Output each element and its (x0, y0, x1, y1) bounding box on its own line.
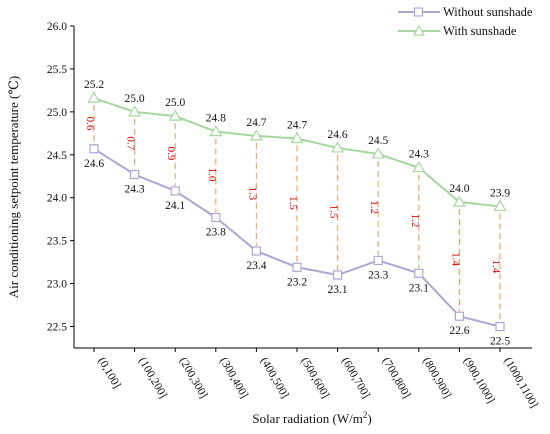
data-point-with-sunshade (87, 91, 101, 103)
x-tick-label: (300,400] (217, 356, 250, 401)
value-label-without-sunshade: 24.1 (165, 200, 185, 212)
x-tick-label: (500,600] (298, 356, 331, 401)
data-point-without-sunshade (89, 144, 99, 154)
y-axis: 22.5 23.0 23.5 24.0 24.5 25.0 25.5 26.0 (47, 21, 74, 334)
data-point-without-sunshade (130, 169, 140, 180)
data-point-without-sunshade (414, 268, 424, 278)
value-label-with-sunshade: 24.8 (206, 113, 226, 125)
difference-label: 1.2 (409, 214, 421, 228)
y-tick-label: 23.0 (47, 279, 67, 291)
value-label-with-sunshade: 24.0 (449, 183, 469, 195)
value-label-without-sunshade: 23.1 (328, 284, 348, 296)
data-point-with-sunshade (209, 124, 223, 137)
value-label-without-sunshade: 23.4 (246, 260, 266, 272)
value-label-without-sunshade: 23.3 (368, 269, 388, 281)
data-point-without-sunshade (170, 186, 180, 196)
y-tick-label: 26.0 (47, 21, 67, 33)
y-tick-label: 24.0 (47, 193, 67, 205)
legend-label-with-sunshade: With sunshade (443, 24, 517, 38)
data-point-with-sunshade (128, 105, 142, 117)
data-point-without-sunshade (211, 212, 221, 223)
data-point-with-sunshade (290, 131, 304, 144)
value-labels: 25.2 25.0 25.0 24.8 24.7 24.7 24.6 24.5 24.3 24.0… (84, 79, 510, 347)
value-label-with-sunshade: 25.2 (84, 79, 104, 91)
difference-label: 1.4 (490, 260, 502, 274)
value-label-with-sunshade: 25.0 (165, 97, 185, 109)
data-point-with-sunshade (249, 129, 263, 141)
difference-label: 1.5 (287, 196, 299, 210)
y-tick-label: 24.5 (47, 150, 67, 162)
x-tick-label: (200,300] (177, 356, 210, 401)
data-point-with-sunshade (331, 141, 345, 153)
x-tick-label: (400,500] (258, 356, 291, 401)
value-label-with-sunshade: 24.6 (328, 129, 348, 141)
difference-label: 1.5 (328, 205, 340, 219)
value-label-without-sunshade: 23.1 (409, 282, 429, 294)
difference-lines: 0.6 0.7 0.9 1.0 1.3 1.5 1.5 1.2 1.2 1.4 1.4 (84, 105, 502, 322)
plot-frame (73, 26, 532, 349)
value-label-without-sunshade: 22.6 (449, 325, 469, 337)
data-point-without-sunshade (454, 311, 464, 321)
difference-label: 0.6 (84, 117, 96, 131)
y-tick-label: 23.5 (47, 236, 67, 248)
value-label-without-sunshade: 24.3 (125, 184, 145, 196)
data-point-with-sunshade (371, 147, 385, 159)
difference-label: 0.7 (125, 136, 137, 150)
difference-label: 0.9 (165, 147, 177, 161)
data-point-with-sunshade (412, 160, 426, 173)
value-label-with-sunshade: 25.0 (125, 93, 145, 105)
difference-label: 1.4 (449, 252, 461, 266)
difference-label: 1.0 (206, 168, 218, 182)
legend-marker-with-sunshade (412, 24, 426, 36)
value-label-with-sunshade: 24.7 (246, 117, 266, 129)
value-label-with-sunshade: 24.5 (368, 135, 388, 147)
y-axis-title: Air conditioning setpoint temperature (℃… (6, 76, 21, 299)
series-group (87, 91, 507, 332)
data-point-with-sunshade (493, 199, 507, 211)
x-tick-label: (900,1000] (461, 356, 497, 406)
legend-marker-without-sunshade (413, 7, 424, 17)
x-tick-label: (1000,1100] (501, 356, 539, 411)
x-axis-title: Solar radiation (W/m2) (252, 410, 371, 426)
x-axis: (0,100] (100,200] (200,300] (300,400] (400,5… (93, 348, 540, 411)
value-label-with-sunshade: 24.3 (409, 149, 429, 161)
difference-label: 1.2 (368, 200, 380, 214)
x-tick-label: (0,100] (95, 356, 122, 391)
data-point-with-sunshade (168, 109, 182, 121)
legend-label-without-sunshade: Without sunshade (443, 5, 533, 19)
data-point-without-sunshade (251, 246, 261, 256)
data-point-without-sunshade (333, 270, 343, 280)
x-tick-label: (700,800] (380, 356, 413, 401)
value-label-without-sunshade: 24.6 (84, 158, 104, 170)
value-label-without-sunshade: 23.8 (206, 226, 226, 238)
data-point-with-sunshade (452, 195, 466, 207)
x-tick-label: (800,900] (420, 356, 453, 401)
x-tick-label: (100,200] (136, 356, 169, 401)
y-tick-label: 25.5 (47, 64, 67, 76)
y-tick-label: 25.0 (47, 107, 67, 119)
value-label-with-sunshade: 24.7 (287, 119, 307, 131)
value-label-without-sunshade: 23.2 (287, 276, 307, 288)
value-label-with-sunshade: 23.9 (490, 187, 510, 199)
value-label-without-sunshade: 22.5 (490, 336, 510, 348)
legend: Without sunshade With sunshade (398, 5, 533, 38)
data-point-without-sunshade (292, 262, 302, 272)
difference-label: 1.3 (246, 187, 258, 201)
y-tick-label: 22.5 (47, 322, 67, 334)
data-point-without-sunshade (373, 255, 383, 266)
data-point-without-sunshade (495, 321, 505, 332)
x-tick-label: (600,700] (339, 356, 372, 401)
